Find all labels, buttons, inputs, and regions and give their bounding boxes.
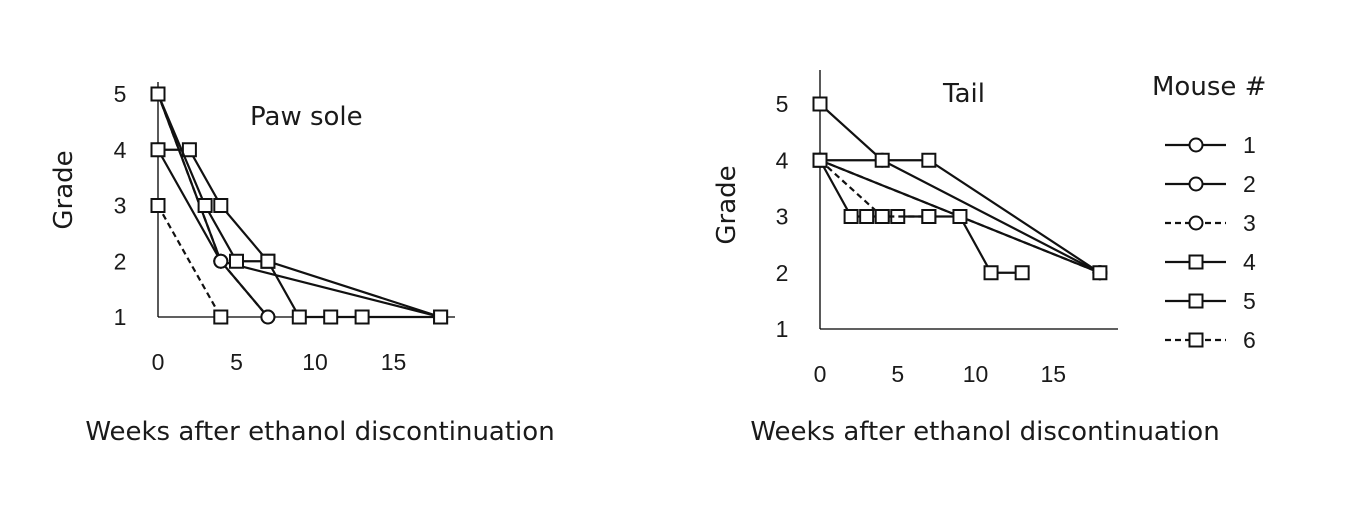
square-marker <box>983 265 999 281</box>
x-axis-title: Weeks after ethanol discontinuation <box>750 417 1219 447</box>
y-tick-label: 2 <box>114 248 127 274</box>
square-marker <box>433 309 449 325</box>
square-marker <box>952 209 968 224</box>
square-marker <box>874 209 890 224</box>
y-tick-label: 3 <box>776 204 789 230</box>
y-tick-label: 5 <box>114 81 127 107</box>
square-marker <box>354 309 370 325</box>
y-tick-label: 2 <box>776 260 789 286</box>
square-marker <box>921 209 937 224</box>
x-tick-label: 5 <box>230 349 243 375</box>
series-mouse-2 <box>150 142 276 325</box>
y-tick-label: 3 <box>114 193 127 219</box>
x-tick-label: 5 <box>891 361 904 387</box>
x-tick-label: 15 <box>381 349 407 375</box>
legend-label: 3 <box>1243 210 1256 236</box>
square-marker <box>291 309 307 325</box>
series-mouse-5 <box>150 86 449 325</box>
x-tick-label: 10 <box>963 361 989 387</box>
series-mouse-4 <box>150 142 449 325</box>
square-marker <box>1092 265 1108 281</box>
legend-title: Mouse # <box>1152 72 1266 102</box>
y-tick-label: 1 <box>776 316 789 342</box>
legend-entry: 1 <box>1165 132 1256 158</box>
chart-tail: Grade Tail Weeks after ethanol discontin… <box>712 70 1220 447</box>
y-tick-label: 4 <box>776 147 789 173</box>
y-axis-title: Grade <box>712 165 742 244</box>
panel-title: Tail <box>942 79 985 109</box>
series-mouse-6 <box>150 198 229 325</box>
legend-entry: 4 <box>1165 249 1256 275</box>
series-line <box>157 204 222 318</box>
circle-marker <box>1188 215 1204 231</box>
plot-area: 0 5 10 15 1 2 3 4 5 <box>114 81 455 375</box>
square-marker <box>213 309 229 325</box>
series-line <box>158 148 441 319</box>
panel-title: Paw sole <box>250 102 363 132</box>
plot-area: 0 5 10 15 1 2 3 4 5 <box>776 70 1118 387</box>
legend-entry: 5 <box>1165 288 1256 314</box>
square-marker <box>1014 265 1030 281</box>
legend: Mouse # 1 2 3 4 5 6 <box>1152 72 1266 353</box>
x-tick-label: 0 <box>814 361 827 387</box>
square-marker <box>921 152 937 168</box>
circle-marker <box>260 309 276 325</box>
square-marker <box>812 152 828 168</box>
legend-label: 2 <box>1243 171 1256 197</box>
legend-entry: 2 <box>1165 171 1256 197</box>
square-marker <box>229 253 244 269</box>
x-axis-title: Weeks after ethanol discontinuation <box>85 417 554 447</box>
legend-label: 4 <box>1243 249 1256 275</box>
series-line <box>819 103 1101 274</box>
square-marker <box>197 198 213 213</box>
square-marker <box>150 142 166 158</box>
square-marker <box>1188 332 1204 348</box>
square-marker <box>859 209 875 224</box>
y-tick-label: 1 <box>114 304 127 330</box>
circle-marker <box>1188 137 1204 153</box>
square-marker <box>213 198 229 213</box>
series-mouse-4 <box>812 96 1108 281</box>
square-marker <box>150 198 166 213</box>
square-marker <box>812 96 828 112</box>
x-tick-label: 0 <box>152 349 165 375</box>
square-marker <box>150 86 166 102</box>
series-mouse-6 <box>812 152 937 224</box>
x-tick-label: 10 <box>302 349 328 375</box>
x-tick-label: 15 <box>1040 361 1066 387</box>
circle-marker <box>1188 176 1204 192</box>
square-marker <box>1188 293 1204 309</box>
square-marker <box>323 309 339 325</box>
legend-label: 6 <box>1243 327 1256 353</box>
square-marker <box>260 253 276 269</box>
legend-entry: 6 <box>1165 327 1256 353</box>
square-marker <box>181 142 197 158</box>
legend-label: 5 <box>1243 288 1256 314</box>
square-marker <box>843 209 859 224</box>
legend-entry: 3 <box>1165 210 1256 236</box>
square-marker <box>874 152 890 168</box>
chart-paw-sole: Grade Paw sole Weeks after ethanol disco… <box>49 81 555 447</box>
circle-marker <box>213 253 229 269</box>
square-marker <box>1188 254 1204 270</box>
legend-entries: 1 2 3 4 5 6 <box>1165 132 1256 353</box>
y-axis-title: Grade <box>49 150 79 229</box>
y-tick-label: 5 <box>776 91 789 117</box>
legend-label: 1 <box>1243 132 1256 158</box>
y-tick-label: 4 <box>114 137 127 163</box>
